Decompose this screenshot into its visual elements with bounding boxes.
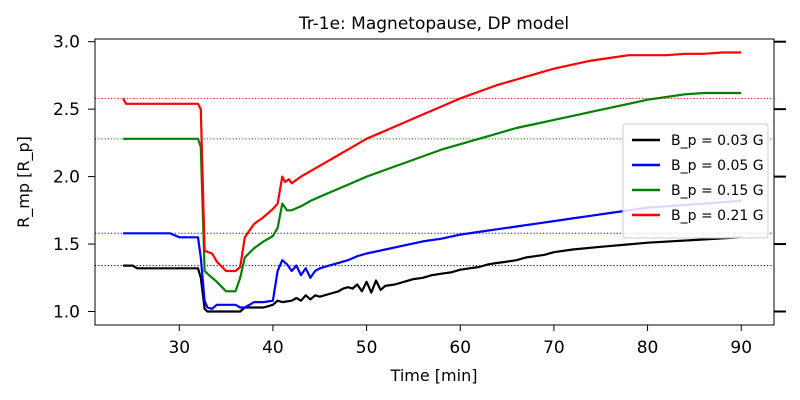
legend-label-3: B_p = 0.21 G: [671, 208, 764, 224]
chart-title: Tr-1e: Magnetopause, DP model: [298, 14, 569, 34]
plot-frame: [94, 38, 775, 326]
legend-label-1: B_p = 0.05 G: [671, 158, 764, 174]
y-tick-label: 1.5: [53, 235, 80, 255]
legend: B_p = 0.03 G B_p = 0.05 G B_p = 0.15 G B_p …: [622, 123, 769, 239]
series-line-0: [123, 236, 742, 313]
y-tick-label: 1.0: [53, 303, 80, 323]
x-tick-label: 50: [356, 338, 378, 358]
legend-label-0: B_p = 0.03 G: [671, 133, 764, 149]
x-tick-label: 30: [168, 338, 190, 358]
y-tick-label: 2.5: [53, 100, 80, 120]
x-tick-label: 70: [543, 338, 565, 358]
y-axis-label: R_mp [R_p]: [14, 136, 34, 228]
y-tick-label: 2.0: [53, 168, 80, 188]
x-tick-label: 40: [262, 338, 284, 358]
y-tick-label: 3.0: [53, 33, 80, 53]
x-axis-label: Time [min]: [390, 366, 478, 385]
legend-label-2: B_p = 0.15 G: [671, 183, 764, 199]
x-tick-label: 80: [637, 338, 659, 358]
series-line-2: [123, 91, 742, 293]
x-tick-label: 90: [730, 338, 752, 358]
x-tick-label: 60: [449, 338, 471, 358]
legend-box: [622, 123, 769, 239]
series-line-3: [122, 51, 742, 273]
series-line-1: [123, 199, 742, 310]
